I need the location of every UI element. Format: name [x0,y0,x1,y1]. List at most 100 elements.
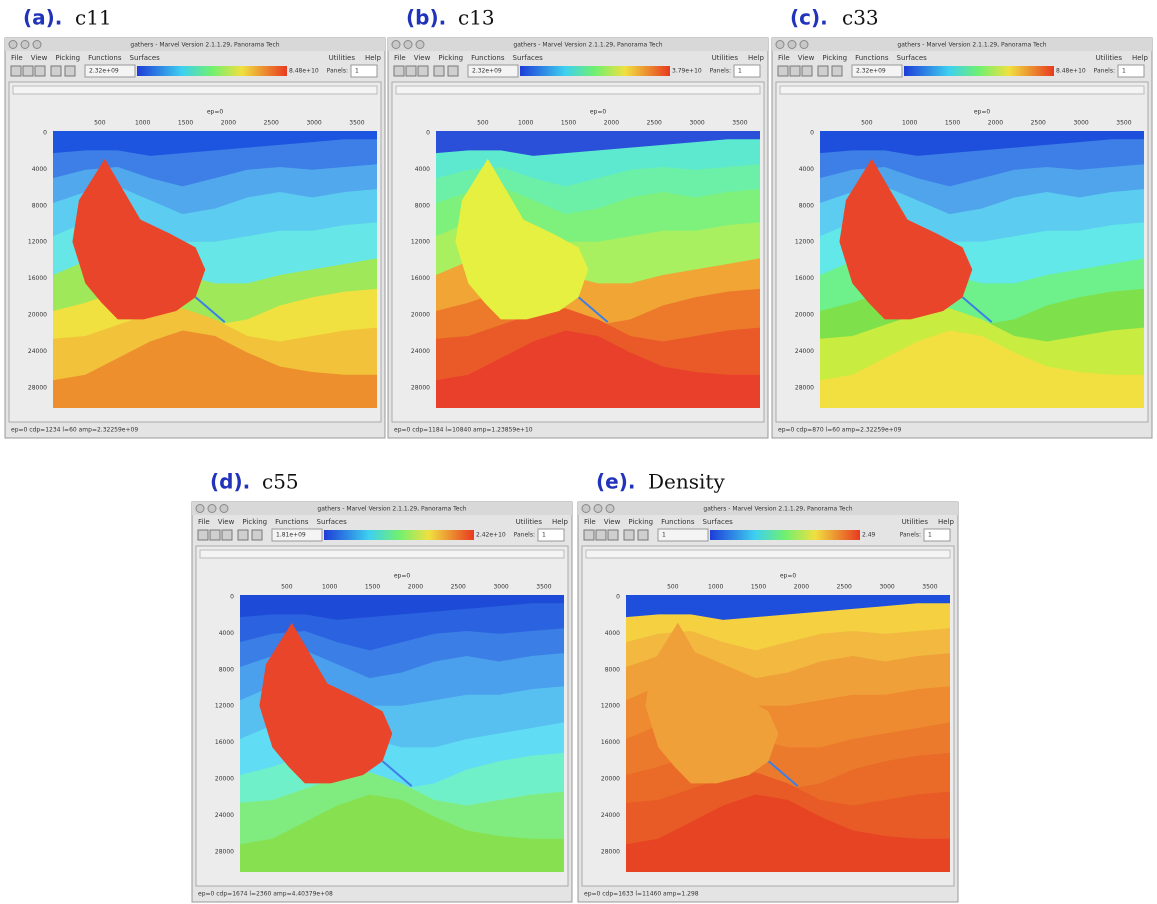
window-title: gathers - Marvel Version 2.1.1.29, Panor… [317,506,466,513]
menu-item[interactable]: Picking [822,54,847,62]
toolbar-button[interactable] [210,530,220,540]
toolbar-button[interactable] [65,66,75,76]
toolbar-button[interactable] [406,66,416,76]
window-button[interactable] [776,41,784,49]
menu-item[interactable]: Surfaces [513,54,544,62]
window-button[interactable] [196,505,204,513]
menu-item[interactable]: Picking [55,54,80,62]
toolbar-button[interactable] [11,66,21,76]
menu-item[interactable]: View [218,518,235,526]
menu-item[interactable]: File [394,54,406,62]
y-tick-label: 8000 [219,666,234,673]
menu-item[interactable]: File [198,518,210,526]
menu-item[interactable]: File [584,518,596,526]
toolbar-button[interactable] [608,530,618,540]
window-button[interactable] [788,41,796,49]
menu-item[interactable]: Utilities [329,54,356,62]
menu-item[interactable]: Surfaces [130,54,161,62]
menu-item[interactable]: Help [552,518,569,526]
menu-item[interactable]: Picking [242,518,267,526]
x-tick-label: 1500 [945,120,960,127]
y-tick-label: 4000 [605,630,620,637]
window-button[interactable] [392,41,400,49]
window-button[interactable] [404,41,412,49]
toolbar-button[interactable] [802,66,812,76]
menu-item[interactable]: Functions [275,518,309,526]
menu-item[interactable]: Utilities [902,518,929,526]
menu-item[interactable]: View [414,54,431,62]
y-tick-label: 8000 [32,202,47,209]
menu-item[interactable]: Picking [438,54,463,62]
y-tick-label: 16000 [795,275,814,282]
x-tick-label: 1000 [135,120,150,127]
caption-letter: (d). [210,470,250,494]
toolbar-button[interactable] [624,530,634,540]
y-tick-label: 16000 [28,275,47,282]
toolbar-button[interactable] [778,66,788,76]
menu-item[interactable]: Utilities [712,54,739,62]
colorbar-min: 2.32e+09 [472,68,502,75]
toolbar-button[interactable] [832,66,842,76]
menu-item[interactable]: Surfaces [317,518,348,526]
app-window: gathers - Marvel Version 2.1.1.29, Panor… [192,502,572,902]
toolbar-button[interactable] [418,66,428,76]
y-tick-label: 16000 [215,739,234,746]
menu-item[interactable]: Help [1132,54,1149,62]
toolbar-button[interactable] [238,530,248,540]
window-button[interactable] [416,41,424,49]
menu-item[interactable]: Utilities [1096,54,1123,62]
window-button[interactable] [208,505,216,513]
menu-item[interactable]: Surfaces [703,518,734,526]
window-button[interactable] [606,505,614,513]
y-tick-label: 12000 [215,703,234,710]
toolbar-button[interactable] [51,66,61,76]
toolbar-button[interactable] [596,530,606,540]
x-tick-label: 3500 [536,584,551,591]
window-button[interactable] [33,41,41,49]
y-tick-label: 28000 [601,848,620,855]
menu-item[interactable]: File [778,54,790,62]
toolbar-button[interactable] [448,66,458,76]
toolbar-button[interactable] [23,66,33,76]
window-button[interactable] [582,505,590,513]
menu-item[interactable]: Functions [88,54,122,62]
menu-item[interactable]: Functions [855,54,889,62]
y-tick-label: 12000 [601,703,620,710]
y-tick-label: 28000 [28,384,47,391]
colorbar-min: 1 [662,532,666,539]
window-button[interactable] [9,41,17,49]
toolbar-button[interactable] [638,530,648,540]
menu-item[interactable]: Picking [628,518,653,526]
panels-value: 1 [928,532,932,539]
toolbar-button[interactable] [790,66,800,76]
toolbar-button[interactable] [818,66,828,76]
window-button[interactable] [800,41,808,49]
toolbar-button[interactable] [35,66,45,76]
x-tick-label: 3000 [689,120,704,127]
toolbar-button[interactable] [434,66,444,76]
menu-item[interactable]: File [11,54,23,62]
x-tick-label: 2500 [264,120,279,127]
caption-name: c55 [262,470,299,494]
menu-item[interactable]: View [604,518,621,526]
panels-value: 1 [1122,68,1126,75]
window-title: gathers - Marvel Version 2.1.1.29, Panor… [703,506,852,513]
menu-item[interactable]: Help [938,518,955,526]
menu-item[interactable]: Surfaces [897,54,928,62]
menu-item[interactable]: Functions [661,518,695,526]
menu-item[interactable]: Help [365,54,382,62]
menu-item[interactable]: View [798,54,815,62]
toolbar-button[interactable] [394,66,404,76]
status-line: ep=0 cdp=1184 l=10840 amp=1.23859e+10 [394,427,533,434]
menu-item[interactable]: View [31,54,48,62]
toolbar-button[interactable] [222,530,232,540]
toolbar-button[interactable] [252,530,262,540]
menu-item[interactable]: Utilities [516,518,543,526]
toolbar-button[interactable] [198,530,208,540]
toolbar-button[interactable] [584,530,594,540]
window-button[interactable] [594,505,602,513]
menu-item[interactable]: Help [748,54,765,62]
window-button[interactable] [21,41,29,49]
window-button[interactable] [220,505,228,513]
menu-item[interactable]: Functions [471,54,505,62]
